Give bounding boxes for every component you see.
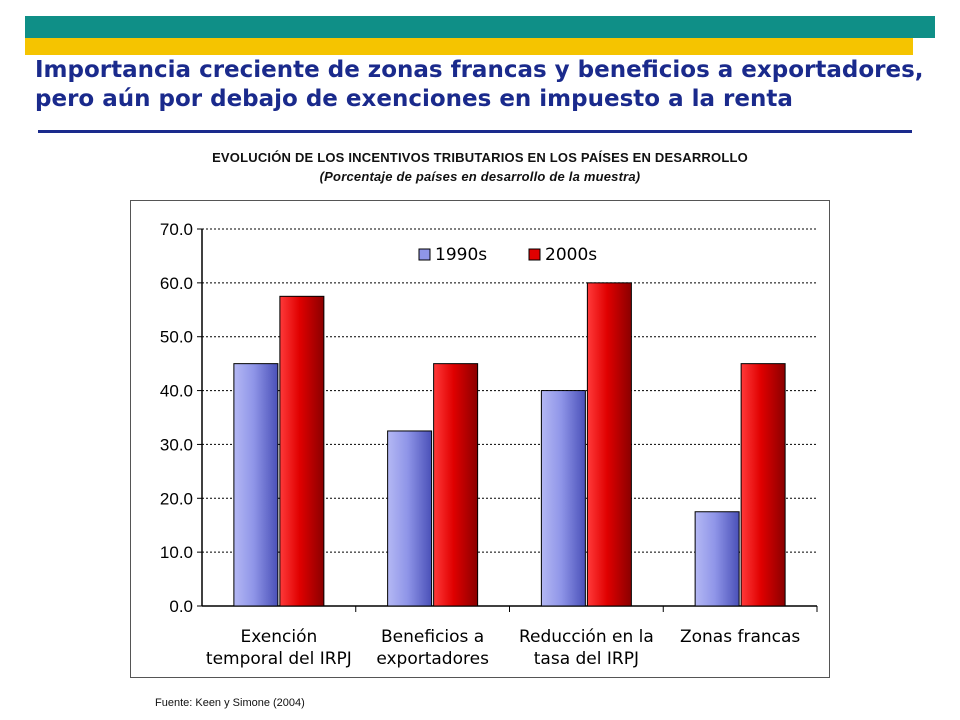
bar-2000s [740, 363, 786, 607]
bar-chart: 0.010.020.030.040.050.060.070.0Exenciónt… [160, 220, 818, 669]
y-tick-label: 20.0 [160, 489, 193, 508]
x-tick-label: tasa del IRPJ [534, 649, 639, 669]
y-tick-label: 50.0 [160, 328, 193, 347]
x-tick-label: exportadores [376, 649, 489, 669]
slide-title-line-1: Importancia creciente de zonas francas y… [35, 57, 924, 83]
source-note: Fuente: Keen y Simone (2004) [155, 697, 305, 709]
bar-1990s [694, 511, 740, 607]
y-tick-label: 0.0 [169, 597, 193, 616]
x-tick-label: Exención [240, 627, 317, 647]
x-tick-label: Beneficios a [381, 627, 484, 647]
x-tick-label: Reducción en la [519, 627, 654, 647]
bar-2000s [586, 282, 632, 607]
y-tick-label: 70.0 [160, 220, 193, 239]
chart-title: EVOLUCIÓN DE LOS INCENTIVOS TRIBUTARIOS … [212, 150, 748, 165]
y-tick-label: 10.0 [160, 543, 193, 562]
bar-1990s [387, 430, 433, 607]
chart-subtitle: (Porcentaje de países en desarrollo de l… [319, 169, 641, 184]
bar-1990s [540, 390, 586, 607]
legend-swatch [418, 248, 431, 261]
teal-header-band [25, 16, 935, 38]
slide-title: Importancia creciente de zonas francas y… [35, 56, 950, 114]
x-tick-label: Zonas francas [680, 627, 800, 647]
title-underline [38, 130, 912, 133]
chart-frame: 0.0 10.0 20.0 30.0 40.0 50.0 60.0 70.0 Exención t… [130, 200, 830, 678]
yellow-header-band [25, 38, 913, 55]
y-tick-label: 60.0 [160, 274, 193, 293]
slide-title-line-2: pero aún por debajo de exenciones en imp… [35, 86, 793, 112]
bar-2000s [279, 295, 325, 607]
legend-label: 1990s [435, 245, 487, 265]
y-tick-label: 30.0 [160, 435, 193, 454]
legend-label: 2000s [545, 245, 597, 265]
bar-1990s [233, 363, 279, 607]
bar-2000s [433, 363, 479, 607]
y-tick-label: 40.0 [160, 382, 193, 401]
x-tick-label: temporal del IRPJ [206, 649, 352, 669]
legend-swatch [528, 248, 541, 261]
